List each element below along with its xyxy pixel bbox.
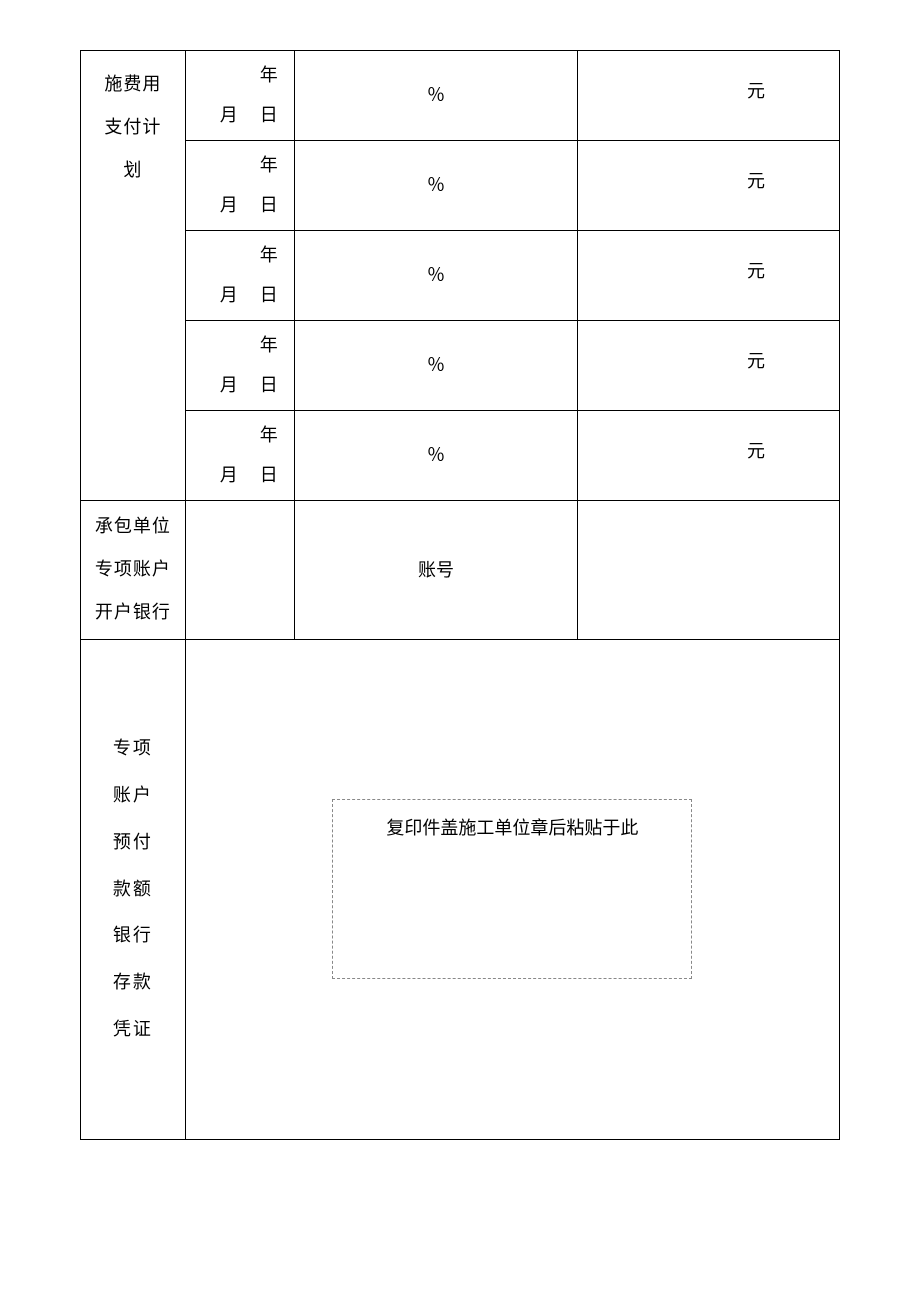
contractor-label-1: 承包单位: [85, 505, 181, 548]
month-label: 月: [220, 465, 240, 485]
plan-label-2: 支付计: [85, 106, 181, 149]
percent-cell[interactable]: ％: [294, 141, 578, 231]
year-label: 年: [260, 236, 280, 276]
day-label: 日: [260, 465, 280, 485]
date-cell[interactable]: 年 月 日: [185, 231, 294, 321]
account-no-value-cell[interactable]: [578, 501, 840, 640]
payment-row: 年 月 日 ％ 元: [81, 411, 840, 501]
month-label: 月: [220, 285, 240, 305]
contractor-label-2: 专项账户: [85, 548, 181, 591]
amount-cell[interactable]: 元: [578, 321, 840, 411]
contractor-label-3: 开户银行: [85, 591, 181, 634]
percent-cell[interactable]: ％: [294, 321, 578, 411]
percent-label: ％: [427, 259, 445, 291]
unit-label: 元: [747, 255, 765, 287]
payment-form-table: 施费用 支付计 划 年 月 日 ％ 元 年 月 日 ％: [80, 50, 840, 1140]
date-cell[interactable]: 年 月 日: [185, 411, 294, 501]
voucher-label-6: 存款: [85, 959, 181, 1006]
amount-cell[interactable]: 元: [578, 141, 840, 231]
bank-name-cell[interactable]: [185, 501, 294, 640]
account-no-label: 账号: [418, 560, 454, 580]
year-label: 年: [260, 146, 280, 186]
day-label: 日: [260, 195, 280, 215]
percent-label: ％: [427, 349, 445, 381]
day-label: 日: [260, 375, 280, 395]
year-label: 年: [260, 416, 280, 456]
year-label: 年: [260, 56, 280, 96]
contractor-account-row: 承包单位 专项账户 开户银行 账号: [81, 501, 840, 640]
unit-label: 元: [747, 165, 765, 197]
unit-label: 元: [747, 345, 765, 377]
date-cell[interactable]: 年 月 日: [185, 321, 294, 411]
amount-cell[interactable]: 元: [578, 51, 840, 141]
payment-row: 施费用 支付计 划 年 月 日 ％ 元: [81, 51, 840, 141]
deposit-voucher-row: 专项 账户 预付 款额 银行 存款 凭证 复印件盖施工单位章后粘贴于此: [81, 639, 840, 1139]
percent-cell[interactable]: ％: [294, 51, 578, 141]
month-label: 月: [220, 105, 240, 125]
percent-cell[interactable]: ％: [294, 411, 578, 501]
plan-label-1: 施费用: [85, 63, 181, 106]
day-label: 日: [260, 105, 280, 125]
voucher-label-1: 专项: [85, 725, 181, 772]
payment-plan-label-cell: 施费用 支付计 划: [81, 51, 186, 501]
date-cell[interactable]: 年 月 日: [185, 141, 294, 231]
year-label: 年: [260, 326, 280, 366]
percent-cell[interactable]: ％: [294, 231, 578, 321]
plan-label-3: 划: [85, 149, 181, 192]
month-label: 月: [220, 375, 240, 395]
percent-label: ％: [427, 169, 445, 201]
amount-cell[interactable]: 元: [578, 411, 840, 501]
voucher-label-cell: 专项 账户 预付 款额 银行 存款 凭证: [81, 639, 186, 1139]
date-cell[interactable]: 年 月 日: [185, 51, 294, 141]
paste-dashed-box: 复印件盖施工单位章后粘贴于此: [332, 799, 692, 979]
payment-row: 年 月 日 ％ 元: [81, 321, 840, 411]
voucher-label-2: 账户: [85, 772, 181, 819]
day-label: 日: [260, 285, 280, 305]
account-no-label-cell: 账号: [294, 501, 578, 640]
voucher-label-5: 银行: [85, 912, 181, 959]
voucher-paste-area: 复印件盖施工单位章后粘贴于此: [185, 639, 839, 1139]
unit-label: 元: [747, 75, 765, 107]
voucher-label-4: 款额: [85, 866, 181, 913]
voucher-label-7: 凭证: [85, 1006, 181, 1053]
month-label: 月: [220, 195, 240, 215]
percent-label: ％: [427, 79, 445, 111]
payment-row: 年 月 日 ％ 元: [81, 141, 840, 231]
contractor-label-cell: 承包单位 专项账户 开户银行: [81, 501, 186, 640]
percent-label: ％: [427, 439, 445, 471]
amount-cell[interactable]: 元: [578, 231, 840, 321]
voucher-label-3: 预付: [85, 819, 181, 866]
paste-instruction: 复印件盖施工单位章后粘贴于此: [386, 818, 638, 838]
unit-label: 元: [747, 435, 765, 467]
payment-row: 年 月 日 ％ 元: [81, 231, 840, 321]
